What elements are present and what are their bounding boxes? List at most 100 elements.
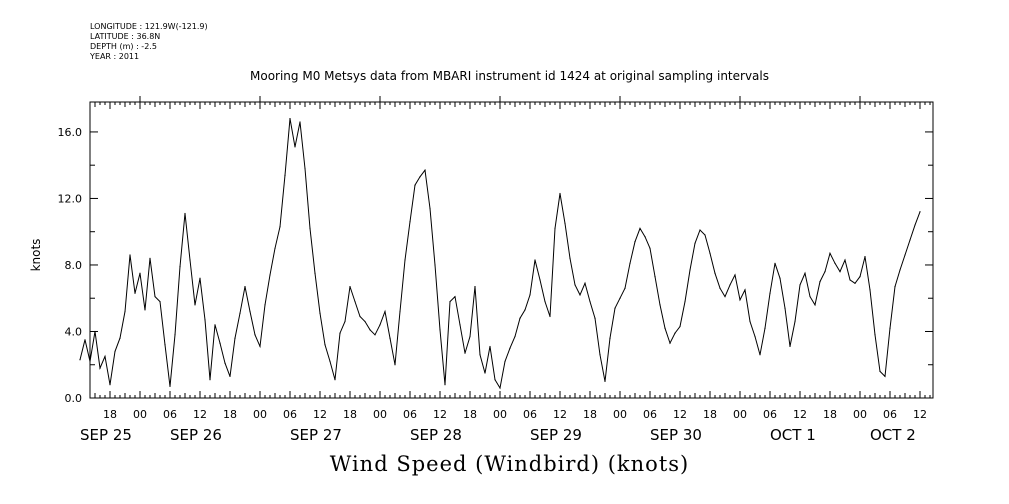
data-point [734,274,736,276]
data-point [419,176,421,178]
data-point [244,285,246,288]
data-point [809,295,811,298]
y-axis-label: knots [29,239,43,272]
data-point [574,284,576,286]
data-point [194,304,196,306]
data-point [774,262,776,264]
longitude-label: LONGITUDE : 121.9W(-121.9) [90,22,208,31]
data-point [549,315,551,318]
data-point [339,332,341,334]
data-point [474,285,476,288]
y-tick-label: 12.0 [58,192,83,205]
data-point [264,304,266,306]
x-hour-tick-label: 00 [853,408,867,421]
x-hour-tick-label: 00 [253,408,267,421]
data-point [674,332,676,334]
data-point [544,300,546,303]
data-point [179,266,181,268]
data-point [84,339,86,341]
data-point [294,146,296,148]
data-point [569,257,571,259]
data-point [759,354,761,356]
data-point [109,384,111,386]
data-point [654,276,656,278]
data-point [259,345,261,348]
data-point [309,227,311,229]
data-point [879,370,881,372]
data-point [714,272,716,274]
x-hour-tick-label: 06 [283,408,297,421]
data-point [684,300,686,303]
data-point [784,307,786,309]
data-point [699,229,701,231]
data-point [644,236,646,238]
data-point [319,312,321,314]
data-point [604,380,606,382]
data-point [314,272,316,274]
data-point [444,384,446,386]
data-point [79,359,81,361]
data-point [894,285,896,288]
x-day-label: SEP 28 [410,426,462,444]
data-point [689,269,691,271]
data-point [204,319,206,321]
data-point [889,327,891,329]
axis-ticks [89,96,933,399]
data-point [189,259,191,261]
data-point [454,295,456,298]
data-point [354,300,356,303]
latitude-label: LATITUDE : 36.8N [90,32,161,41]
y-tick-label: 0.0 [65,392,83,405]
data-point [234,337,236,339]
data-point [769,292,771,294]
data-point [369,329,371,331]
data-point [394,364,396,366]
data-point [514,335,516,338]
data-point [449,300,451,303]
x-hour-tick-label: 06 [643,408,657,421]
data-point [324,344,326,346]
data-point [624,287,626,289]
x-hour-tick-label: 00 [613,408,627,421]
data-point [274,247,276,249]
data-point [579,294,581,296]
data-point [404,259,406,261]
x-hour-tick-label: 06 [403,408,417,421]
data-points [79,118,921,389]
data-point [509,347,511,349]
x-hour-tick-label: 18 [343,408,357,421]
data-point [99,367,101,369]
data-point [794,320,796,323]
x-hour-tick-label: 00 [493,408,507,421]
data-point [804,272,806,274]
plot-axes [89,101,934,399]
data-point [344,320,346,323]
data-point [174,334,176,336]
data-point [724,295,726,298]
data-point [424,169,426,171]
data-point [719,287,721,289]
data-point [779,277,781,279]
data-point [129,254,131,256]
data-point [524,309,526,311]
data-point [379,324,381,326]
x-hour-tick-label: 18 [103,408,117,421]
data-point [139,272,141,274]
data-point [834,262,836,264]
data-point [114,350,116,353]
data-point [754,335,756,338]
data-point [364,320,366,323]
data-point [439,329,441,331]
chart-title: Mooring M0 Metsys data from MBARI instru… [250,69,769,83]
data-point [409,221,411,223]
data-point [284,174,286,176]
data-point [224,362,226,364]
data-point [214,324,216,326]
data-point [709,252,711,254]
data-point [519,317,521,319]
data-point [899,269,901,271]
data-point [334,379,336,381]
data-point [559,192,561,195]
data-point [729,284,731,286]
data-point [389,337,391,339]
